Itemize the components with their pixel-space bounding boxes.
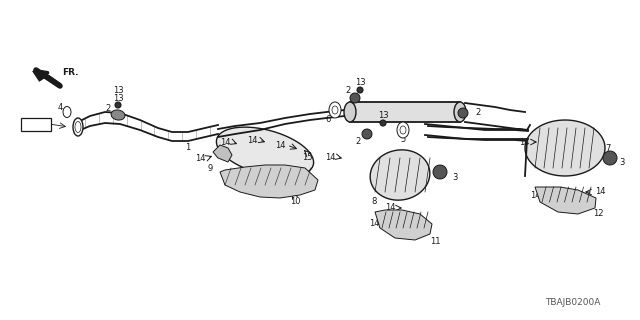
Text: 14: 14 [369,220,380,228]
Text: 11: 11 [429,237,440,246]
Text: 2: 2 [346,85,351,94]
Text: 14: 14 [220,138,230,147]
Text: 7: 7 [605,143,611,153]
Text: 15: 15 [301,153,312,162]
Text: 14: 14 [324,153,335,162]
Polygon shape [535,187,596,214]
Text: 8: 8 [371,197,377,206]
Text: 3: 3 [452,172,458,181]
Polygon shape [220,165,318,198]
Ellipse shape [344,102,356,122]
Ellipse shape [458,108,468,118]
Text: 14: 14 [275,140,285,149]
Text: 14: 14 [247,135,257,145]
Polygon shape [350,102,460,122]
Text: 10: 10 [290,197,300,206]
Text: 14: 14 [519,138,529,147]
Ellipse shape [433,165,447,179]
Ellipse shape [603,151,617,165]
Text: 4: 4 [58,102,63,111]
Ellipse shape [400,126,406,134]
Text: 6: 6 [325,115,331,124]
Ellipse shape [329,102,341,118]
FancyBboxPatch shape [21,118,51,131]
Ellipse shape [73,118,83,136]
Text: 9: 9 [207,164,212,172]
Text: 2: 2 [355,137,360,146]
Text: 1: 1 [186,142,191,151]
Text: 14: 14 [195,154,205,163]
Polygon shape [370,150,430,200]
Text: TBAJB0200A: TBAJB0200A [545,298,600,307]
Ellipse shape [332,106,338,114]
Polygon shape [525,120,605,176]
Text: 2: 2 [476,108,481,116]
Ellipse shape [380,120,386,126]
Text: 13: 13 [355,77,365,86]
Text: 13: 13 [113,85,124,94]
Ellipse shape [362,129,372,139]
Text: 14: 14 [385,204,396,212]
Ellipse shape [111,110,125,120]
Text: 14: 14 [595,188,605,196]
Text: E-4: E-4 [28,119,44,129]
Text: 12: 12 [593,210,604,219]
Ellipse shape [75,122,81,132]
Polygon shape [375,210,432,240]
Ellipse shape [397,122,409,138]
Ellipse shape [454,102,466,122]
Polygon shape [213,145,232,162]
Text: 14: 14 [530,190,540,199]
Text: 5: 5 [401,134,406,143]
Ellipse shape [115,102,121,108]
Text: 2: 2 [106,103,111,113]
Text: 13: 13 [378,110,388,119]
Ellipse shape [357,87,363,93]
Text: 13: 13 [113,93,124,102]
Text: 3: 3 [620,157,625,166]
Text: FR.: FR. [61,68,78,76]
Polygon shape [216,127,314,177]
Ellipse shape [350,93,360,103]
